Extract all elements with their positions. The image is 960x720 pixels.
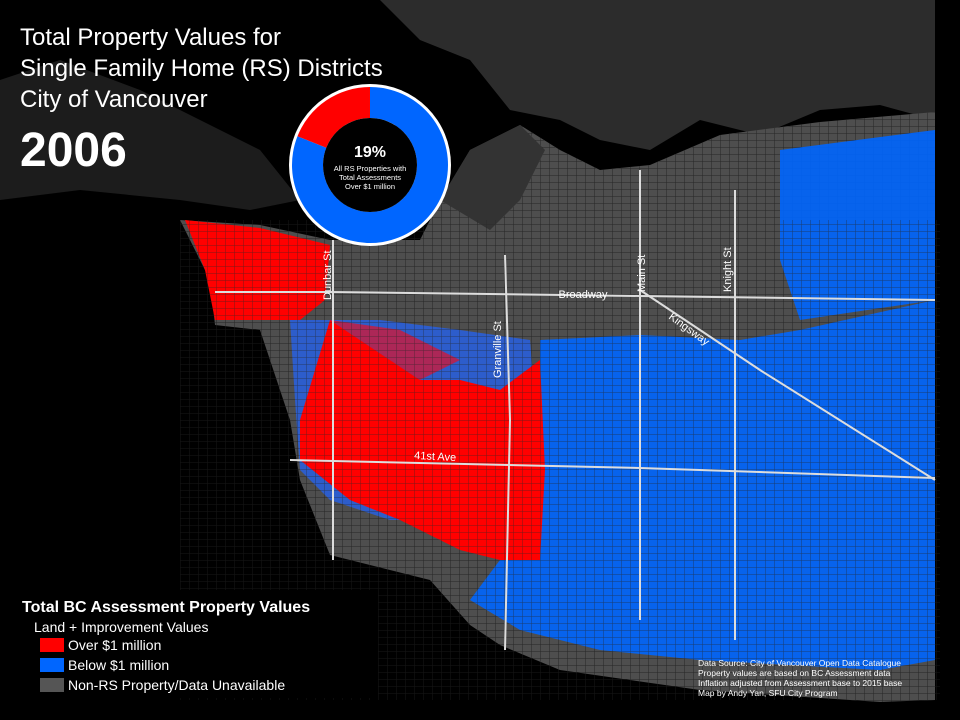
donut-value: 19% bbox=[354, 144, 386, 161]
legend-label: Non-RS Property/Data Unavailable bbox=[68, 677, 285, 693]
source-line: Inflation adjusted from Assessment base … bbox=[698, 678, 902, 688]
source-notes: Data Source: City of Vancouver Open Data… bbox=[698, 658, 902, 698]
title-block: Total Property Values for Single Family … bbox=[20, 24, 383, 177]
year: 2006 bbox=[20, 124, 127, 177]
legend-label: Over $1 million bbox=[68, 637, 161, 653]
street-label: Granville St bbox=[492, 321, 504, 378]
donut-slice bbox=[297, 87, 370, 148]
title-line: Total Property Values for bbox=[20, 24, 281, 51]
street-label: Dunbar St bbox=[322, 250, 334, 300]
legend-label: Below $1 million bbox=[68, 657, 169, 673]
legend-swatch bbox=[40, 658, 64, 672]
source-line: Data Source: City of Vancouver Open Data… bbox=[698, 658, 901, 668]
roads bbox=[215, 170, 936, 651]
legend-swatch bbox=[40, 638, 64, 652]
street-label: Main St bbox=[636, 255, 648, 292]
legend-subtitle: Land + Improvement Values bbox=[34, 619, 208, 635]
legend: Total BC Assessment Property Values Land… bbox=[0, 590, 378, 698]
legend-title: Total BC Assessment Property Values bbox=[22, 599, 310, 616]
street-label: Knight St bbox=[722, 247, 734, 292]
donut-caption: Over $1 million bbox=[345, 182, 395, 191]
donut-caption: Total Assessments bbox=[339, 173, 401, 182]
donut-hole bbox=[323, 118, 417, 212]
donut-caption: All RS Properties with bbox=[334, 164, 407, 173]
source-line: Map by Andy Yan, SFU City Program bbox=[698, 688, 838, 698]
value-areas bbox=[180, 130, 940, 700]
legend-swatch bbox=[40, 678, 64, 692]
title-line: Single Family Home (RS) Districts bbox=[20, 55, 383, 82]
source-line: Property values are based on BC Assessme… bbox=[698, 668, 891, 678]
street-label: Broadway bbox=[559, 289, 608, 301]
donut-remainder bbox=[292, 87, 448, 244]
title-line: City of Vancouver bbox=[20, 86, 208, 113]
street-label: 41st Ave bbox=[414, 450, 457, 464]
